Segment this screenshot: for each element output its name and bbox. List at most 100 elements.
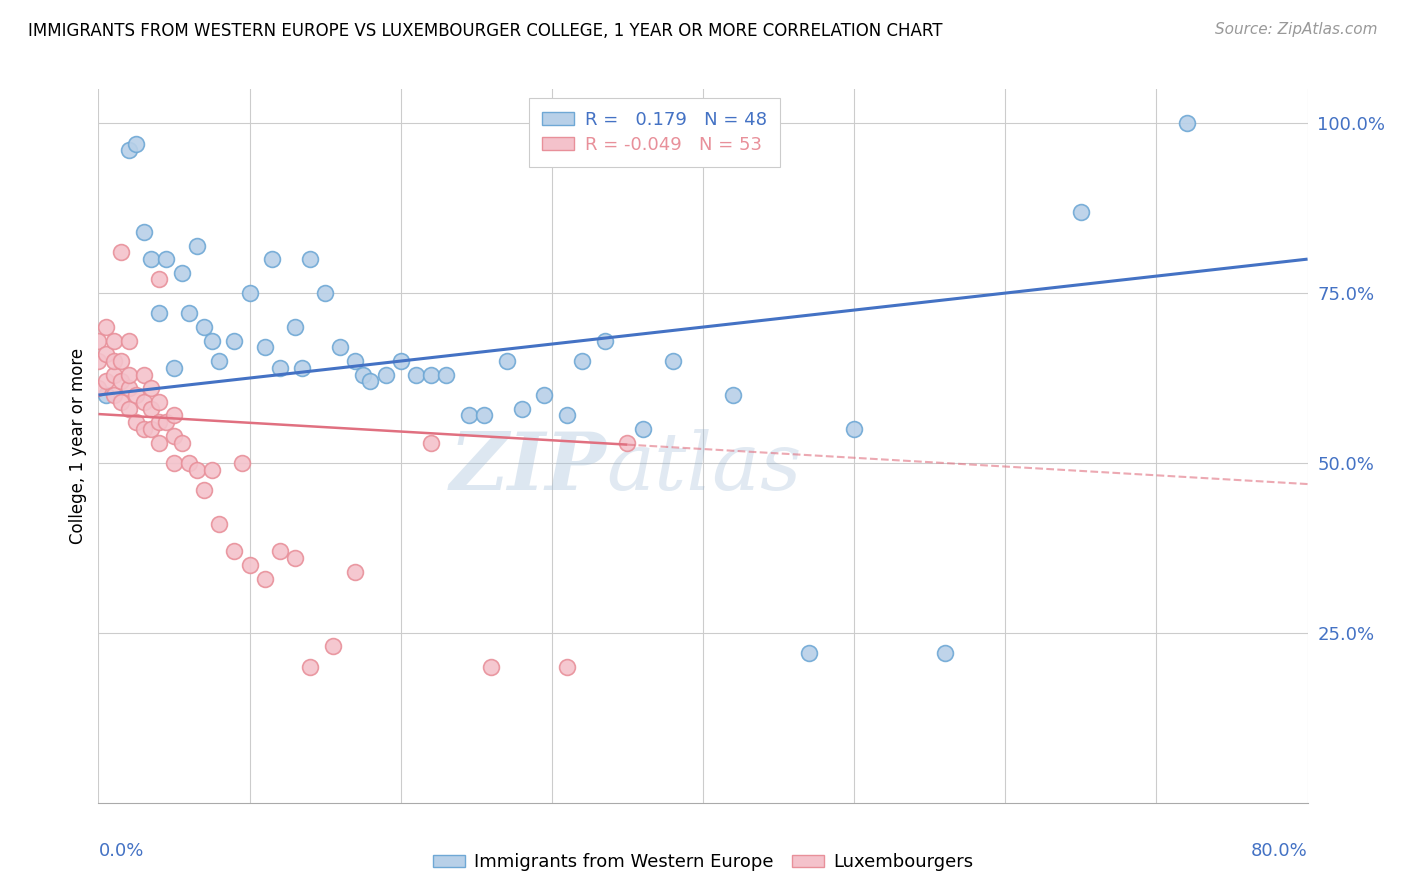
Point [186, 463, 208, 477]
Point [170, 435, 193, 450]
Point [374, 368, 396, 382]
Point [125, 388, 148, 402]
Point [148, 435, 170, 450]
Point [631, 422, 654, 436]
Point [208, 517, 231, 532]
Point [179, 306, 201, 320]
Point [420, 368, 443, 382]
Point [163, 360, 186, 375]
Point [344, 565, 367, 579]
Point [616, 435, 638, 450]
Point [389, 354, 412, 368]
Point [420, 435, 443, 450]
Point [201, 463, 224, 477]
Point [934, 646, 956, 660]
Point [118, 334, 141, 348]
Point [593, 334, 616, 348]
Point [481, 660, 503, 674]
Point [201, 334, 224, 348]
Text: ZIP: ZIP [450, 429, 606, 506]
Point [352, 368, 374, 382]
Point [141, 401, 163, 416]
Point [284, 551, 307, 566]
Point [299, 660, 322, 674]
Point [155, 415, 177, 429]
Point [224, 334, 246, 348]
Point [132, 394, 155, 409]
Y-axis label: College, 1 year or more: College, 1 year or more [69, 348, 87, 544]
Point [434, 368, 457, 382]
Point [360, 375, 382, 389]
Text: atlas: atlas [606, 429, 801, 506]
Point [118, 144, 141, 158]
Point [110, 354, 132, 368]
Point [94, 347, 117, 361]
Point [262, 252, 284, 266]
Point [797, 646, 820, 660]
Point [193, 483, 215, 498]
Point [163, 429, 186, 443]
Point [239, 286, 262, 301]
Point [844, 422, 866, 436]
Point [510, 401, 533, 416]
Point [269, 360, 291, 375]
Point [132, 422, 155, 436]
Point [170, 266, 193, 280]
Point [118, 368, 141, 382]
Point [163, 456, 186, 470]
Point [1175, 116, 1198, 130]
Text: Source: ZipAtlas.com: Source: ZipAtlas.com [1215, 22, 1378, 37]
Point [533, 388, 555, 402]
Text: IMMIGRANTS FROM WESTERN EUROPE VS LUXEMBOURGER COLLEGE, 1 YEAR OR MORE CORRELATI: IMMIGRANTS FROM WESTERN EUROPE VS LUXEMB… [28, 22, 942, 40]
Point [148, 415, 170, 429]
Point [472, 409, 495, 423]
Point [299, 252, 322, 266]
Point [571, 354, 593, 368]
Point [661, 354, 683, 368]
Point [141, 422, 163, 436]
Point [555, 660, 578, 674]
Point [148, 394, 170, 409]
Legend: Immigrants from Western Europe, Luxembourgers: Immigrants from Western Europe, Luxembou… [426, 847, 980, 879]
Point [163, 409, 186, 423]
Point [1070, 204, 1092, 219]
Text: 80.0%: 80.0% [1251, 842, 1308, 860]
Point [94, 375, 117, 389]
Point [457, 409, 479, 423]
Point [110, 375, 132, 389]
Point [87, 381, 110, 395]
Point [186, 238, 208, 252]
Point [132, 225, 155, 239]
Point [141, 252, 163, 266]
Point [291, 360, 314, 375]
Point [94, 388, 117, 402]
Point [322, 640, 344, 654]
Point [103, 388, 125, 402]
Point [344, 354, 367, 368]
Point [405, 368, 427, 382]
Point [125, 415, 148, 429]
Point [231, 456, 253, 470]
Point [148, 272, 170, 286]
Point [94, 320, 117, 334]
Point [208, 354, 231, 368]
Text: 0.0%: 0.0% [98, 842, 143, 860]
Point [132, 368, 155, 382]
Point [118, 381, 141, 395]
Legend: R =   0.179   N = 48, R = -0.049   N = 53: R = 0.179 N = 48, R = -0.049 N = 53 [529, 98, 780, 167]
Point [495, 354, 517, 368]
Point [125, 136, 148, 151]
Point [103, 354, 125, 368]
Point [148, 306, 170, 320]
Point [103, 334, 125, 348]
Point [253, 341, 276, 355]
Point [723, 388, 745, 402]
Point [239, 558, 262, 572]
Point [269, 544, 291, 558]
Point [555, 409, 578, 423]
Point [284, 320, 307, 334]
Point [224, 544, 246, 558]
Point [155, 252, 177, 266]
Point [87, 334, 110, 348]
Point [314, 286, 336, 301]
